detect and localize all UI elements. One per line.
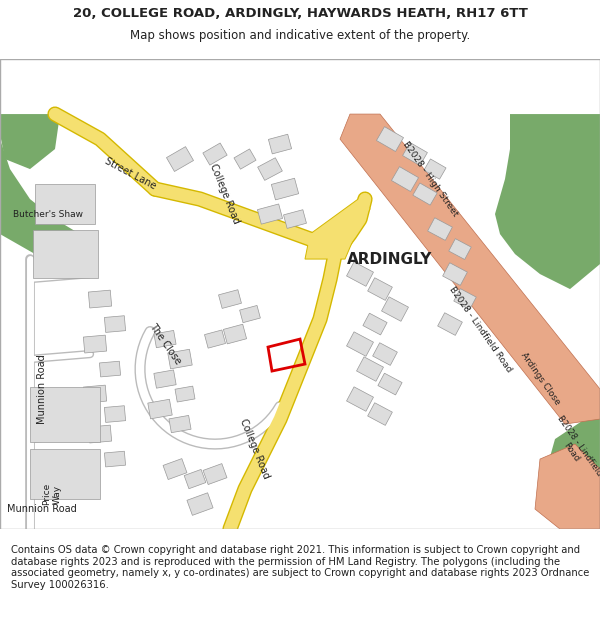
- Bar: [223, 324, 247, 344]
- Text: Butcher's Shaw: Butcher's Shaw: [13, 209, 83, 219]
- Bar: [378, 373, 402, 395]
- Bar: [257, 158, 283, 181]
- Bar: [187, 492, 213, 516]
- Text: Map shows position and indicative extent of the property.: Map shows position and indicative extent…: [130, 29, 470, 42]
- Bar: [454, 289, 476, 309]
- Bar: [257, 204, 283, 224]
- Bar: [347, 262, 373, 286]
- Bar: [437, 312, 463, 336]
- Text: 20, COLLEGE ROAD, ARDINGLY, HAYWARDS HEATH, RH17 6TT: 20, COLLEGE ROAD, ARDINGLY, HAYWARDS HEA…: [73, 7, 527, 20]
- Bar: [35, 184, 95, 224]
- Bar: [424, 159, 446, 179]
- Polygon shape: [340, 114, 600, 424]
- Text: Ardings Close: Ardings Close: [518, 351, 562, 407]
- Text: College Road: College Road: [208, 162, 242, 226]
- Bar: [443, 262, 467, 286]
- Polygon shape: [0, 114, 90, 259]
- Text: B2028 - Lindfield Road: B2028 - Lindfield Road: [447, 284, 513, 374]
- Bar: [104, 451, 125, 467]
- Bar: [175, 386, 195, 402]
- Text: ARDINGLY: ARDINGLY: [347, 251, 433, 266]
- Bar: [403, 142, 427, 166]
- Text: B2028 - Lindfield
Road: B2028 - Lindfield Road: [547, 414, 600, 484]
- Bar: [154, 331, 176, 348]
- Bar: [363, 313, 387, 335]
- Bar: [83, 335, 107, 353]
- Bar: [30, 449, 100, 499]
- Bar: [271, 178, 299, 200]
- Bar: [88, 425, 112, 443]
- Bar: [154, 370, 176, 388]
- Polygon shape: [540, 409, 600, 529]
- Bar: [376, 127, 404, 151]
- Bar: [169, 416, 191, 432]
- Text: Street Lane: Street Lane: [103, 156, 157, 192]
- Text: Contains OS data © Crown copyright and database right 2021. This information is : Contains OS data © Crown copyright and d…: [11, 545, 589, 590]
- Bar: [239, 306, 260, 322]
- Bar: [203, 464, 227, 484]
- Bar: [184, 469, 206, 489]
- Text: Munnion Road: Munnion Road: [37, 354, 47, 424]
- Bar: [413, 183, 437, 205]
- Bar: [391, 167, 419, 191]
- Bar: [104, 406, 125, 422]
- Bar: [428, 217, 452, 241]
- Bar: [218, 290, 241, 308]
- Text: College Road: College Road: [238, 418, 272, 481]
- Bar: [284, 210, 307, 228]
- Bar: [100, 361, 121, 377]
- Bar: [163, 459, 187, 479]
- Text: B2028 - High Street: B2028 - High Street: [401, 140, 460, 218]
- Polygon shape: [305, 194, 370, 259]
- Polygon shape: [535, 444, 600, 529]
- Bar: [347, 387, 373, 411]
- Bar: [356, 357, 383, 381]
- Bar: [104, 316, 125, 332]
- Bar: [368, 278, 392, 301]
- Bar: [382, 297, 409, 321]
- Bar: [168, 349, 192, 369]
- Bar: [368, 402, 392, 426]
- Bar: [203, 143, 227, 165]
- Text: Price
Way: Price Way: [42, 483, 62, 505]
- Bar: [373, 342, 397, 366]
- Bar: [449, 239, 471, 259]
- Bar: [205, 330, 226, 348]
- Bar: [32, 230, 97, 278]
- Bar: [88, 290, 112, 308]
- Bar: [347, 332, 373, 356]
- Bar: [148, 399, 172, 419]
- Bar: [268, 134, 292, 154]
- Bar: [30, 386, 100, 441]
- Bar: [83, 385, 107, 403]
- Text: Munnion Road: Munnion Road: [7, 504, 77, 514]
- Polygon shape: [495, 114, 600, 289]
- Text: The Close: The Close: [147, 322, 183, 366]
- Bar: [234, 149, 256, 169]
- Polygon shape: [0, 114, 60, 169]
- Bar: [166, 147, 194, 171]
